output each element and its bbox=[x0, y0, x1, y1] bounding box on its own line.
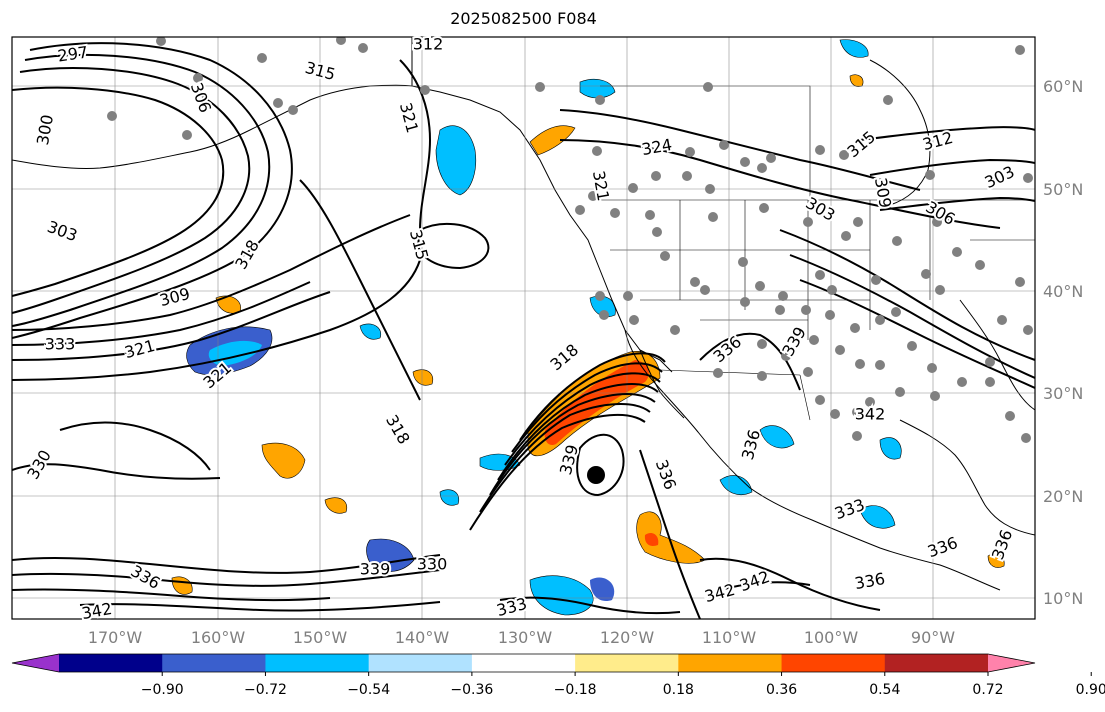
map-title: 2025082500 F084 bbox=[450, 9, 597, 28]
location-marker bbox=[587, 466, 605, 484]
contour-label: 312 bbox=[413, 35, 444, 54]
colorbar-tick-label: 0.72 bbox=[972, 682, 1003, 698]
lat-label: 30°N bbox=[1043, 384, 1083, 403]
colorbar-segment bbox=[265, 654, 370, 672]
colorbar-segment bbox=[575, 654, 679, 672]
contour-label: 342 bbox=[855, 405, 886, 424]
station-markers bbox=[107, 37, 1033, 443]
colorbar-segment bbox=[884, 654, 989, 672]
colorbar-segment bbox=[59, 654, 163, 672]
colorbar-segment bbox=[781, 654, 886, 672]
lon-label: 90°W bbox=[911, 628, 955, 647]
colorbar-tick-label: −0.72 bbox=[244, 682, 287, 698]
lat-label: 60°N bbox=[1043, 77, 1083, 96]
contour-label: 330 bbox=[417, 555, 448, 574]
colorbar bbox=[11, 653, 1036, 673]
lat-label: 40°N bbox=[1043, 282, 1083, 301]
colorbar-segment bbox=[678, 654, 783, 672]
lon-label: 160°W bbox=[191, 628, 246, 647]
lon-label: 120°W bbox=[600, 628, 655, 647]
longitude-labels: 170°W 160°W 150°W 140°W 130°W 120°W 110°… bbox=[88, 628, 955, 647]
colorbar-tick-label: 0.54 bbox=[869, 682, 900, 698]
lon-label: 150°W bbox=[293, 628, 348, 647]
colorbar-ticks: −0.90 −0.72 −0.54 −0.36 −0.18 0.18 0.36 0.54 0.7… bbox=[141, 672, 1105, 698]
lon-label: 130°W bbox=[498, 628, 553, 647]
colorbar-tick-label: 0.18 bbox=[663, 682, 694, 698]
latitude-labels: 60°N 50°N 40°N 30°N 20°N 10°N bbox=[1043, 77, 1083, 608]
map-frame bbox=[11, 36, 1036, 620]
colorbar-tick-label: −0.90 bbox=[141, 682, 184, 698]
map-background bbox=[12, 37, 1035, 619]
contour-label: 339 bbox=[360, 560, 391, 579]
contours bbox=[12, 42, 1035, 619]
lat-label: 50°N bbox=[1043, 180, 1083, 199]
lon-label: 170°W bbox=[88, 628, 143, 647]
colorbar-extend-high bbox=[988, 654, 1035, 672]
colorbar-outline bbox=[11, 653, 1036, 673]
colorbar-extend-low bbox=[12, 654, 59, 672]
colorbar-segment bbox=[162, 654, 266, 672]
lon-label: 100°W bbox=[804, 628, 859, 647]
contour-label: 333 bbox=[45, 335, 76, 354]
colorbar-tick-label: −0.18 bbox=[554, 682, 597, 698]
colorbar-tick-label: 0.36 bbox=[766, 682, 797, 698]
colorbar-segment bbox=[368, 654, 473, 672]
colorbar-tick-label: 0.90 bbox=[1076, 682, 1105, 698]
colorbar-tick-label: −0.36 bbox=[450, 682, 493, 698]
colorbar-tick-label: −0.54 bbox=[347, 682, 390, 698]
lon-label: 110°W bbox=[702, 628, 757, 647]
colorbar-segment bbox=[471, 654, 576, 672]
lon-label: 140°W bbox=[395, 628, 450, 647]
lat-label: 20°N bbox=[1043, 487, 1083, 506]
lat-label: 10°N bbox=[1043, 589, 1083, 608]
